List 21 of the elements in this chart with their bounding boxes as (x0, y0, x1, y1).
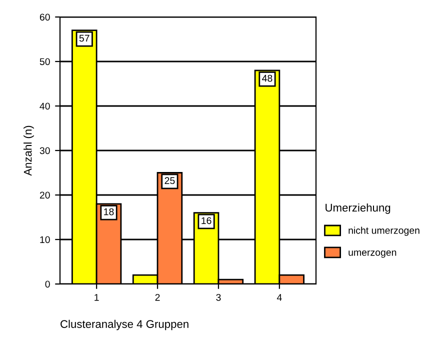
x-tick-label: 1 (94, 294, 99, 301)
y-tick-label: 30 (40, 147, 50, 154)
y-axis-title: Anzahl (n) (24, 126, 34, 176)
data-label: 48 (262, 74, 272, 82)
y-tick-label: 50 (40, 58, 50, 66)
y-tick-label: 60 (40, 14, 50, 21)
y-tick-label: 20 (40, 192, 50, 199)
legend-label: nicht umerzogen (348, 226, 420, 236)
data-label: 16 (202, 217, 212, 224)
data-label: 18 (104, 208, 114, 216)
y-tick-label: 0 (45, 280, 50, 288)
x-tick-label: 4 (276, 294, 282, 301)
legend-title: Umerziehung (326, 203, 390, 214)
y-tick-label: 40 (40, 102, 50, 110)
x-tick-label: 3 (216, 294, 221, 301)
y-tick-label: 10 (40, 236, 50, 244)
x-axis-title: Clusteranalyse 4 Gruppen (60, 320, 188, 330)
data-label: 57 (79, 34, 90, 42)
data-label: 25 (164, 177, 175, 184)
x-tick-label: 2 (155, 294, 160, 301)
legend-label: umerzogen (348, 250, 396, 258)
